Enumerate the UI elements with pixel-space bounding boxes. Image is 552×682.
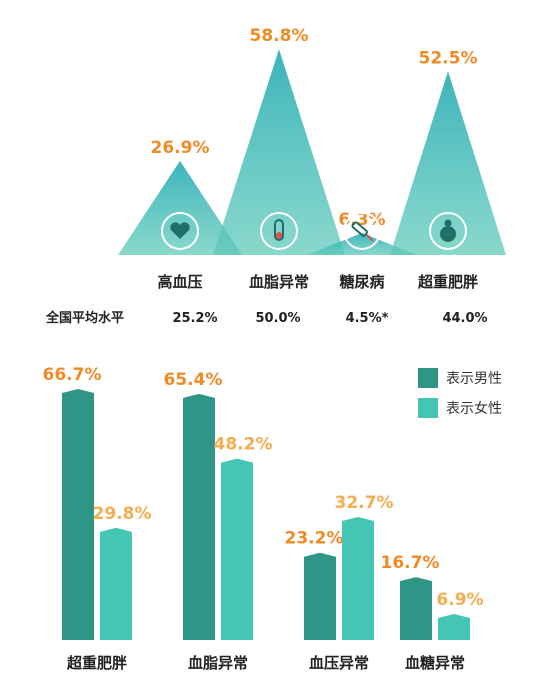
bar-chart: 66.7% 29.8% 超重肥胖 65.4% 48.2% 血脂异常 23.2% 32.7% 血压… — [43, 365, 502, 672]
female-value-label: 48.2% — [214, 435, 273, 455]
male-bar — [183, 393, 215, 640]
syringe-icon — [351, 221, 374, 242]
female-value-label: 29.8% — [93, 504, 152, 524]
female-value-label: 6.9% — [436, 590, 483, 610]
female-bar — [100, 527, 132, 640]
average-value: 50.0% — [255, 311, 300, 326]
male-value-label: 65.4% — [164, 370, 223, 390]
tube-shape — [274, 219, 284, 241]
peak-category-label: 糖尿病 — [339, 273, 384, 291]
male-value-label: 16.7% — [381, 553, 440, 573]
person-body — [440, 226, 456, 242]
average-value: 25.2% — [172, 311, 217, 326]
syringe-body — [351, 221, 368, 237]
female-bar — [438, 614, 470, 640]
peak-value-label: 6.3% — [338, 210, 385, 230]
male-bar — [400, 577, 432, 640]
syringe-icon-ring — [343, 212, 381, 250]
peak-0 — [118, 160, 242, 255]
peak-category-label: 超重肥胖 — [417, 273, 478, 291]
peak-3 — [390, 71, 506, 255]
female-bar — [342, 516, 374, 640]
male-value-label: 23.2% — [285, 529, 344, 549]
male-bar — [304, 552, 336, 640]
peak-category-label: 血脂异常 — [249, 273, 309, 291]
heart-shape — [170, 222, 190, 239]
peak-category-label: 高血压 — [157, 273, 202, 291]
legend-swatch — [418, 398, 438, 418]
obese-person-icon — [440, 219, 456, 242]
peak-value-label: 58.8% — [250, 26, 309, 46]
male-value-label: 66.7% — [43, 365, 102, 385]
legend-label: 表示男性 — [446, 371, 502, 387]
average-label: 全国平均水平 — [45, 310, 124, 326]
peak-1 — [213, 49, 345, 256]
bar-category-label: 血压异常 — [309, 654, 369, 672]
tube-liquid — [276, 232, 282, 239]
test-tube-icon-ring — [260, 212, 298, 250]
person-head — [444, 219, 452, 227]
peak-2 — [307, 232, 417, 255]
female-value-label: 32.7% — [335, 493, 394, 513]
heart-icon-ring — [161, 212, 199, 250]
female-bar — [221, 458, 253, 640]
heart-icon — [170, 222, 190, 239]
legend-label: 表示女性 — [446, 400, 502, 417]
bar-category-label: 超重肥胖 — [66, 654, 127, 672]
syringe-needle — [366, 234, 374, 242]
average-value: 44.0% — [442, 311, 487, 326]
test-tube-icon — [274, 219, 284, 241]
obese-person-icon-ring — [429, 212, 467, 250]
peak-value-label: 52.5% — [419, 48, 478, 68]
peak-value-label: 26.9% — [151, 138, 210, 158]
bar-category-label: 血脂异常 — [188, 654, 248, 672]
male-bar — [62, 389, 94, 640]
average-value: 4.5%* — [346, 311, 389, 326]
bar-category-label: 血糖异常 — [405, 654, 465, 672]
legend-swatch — [418, 368, 438, 388]
